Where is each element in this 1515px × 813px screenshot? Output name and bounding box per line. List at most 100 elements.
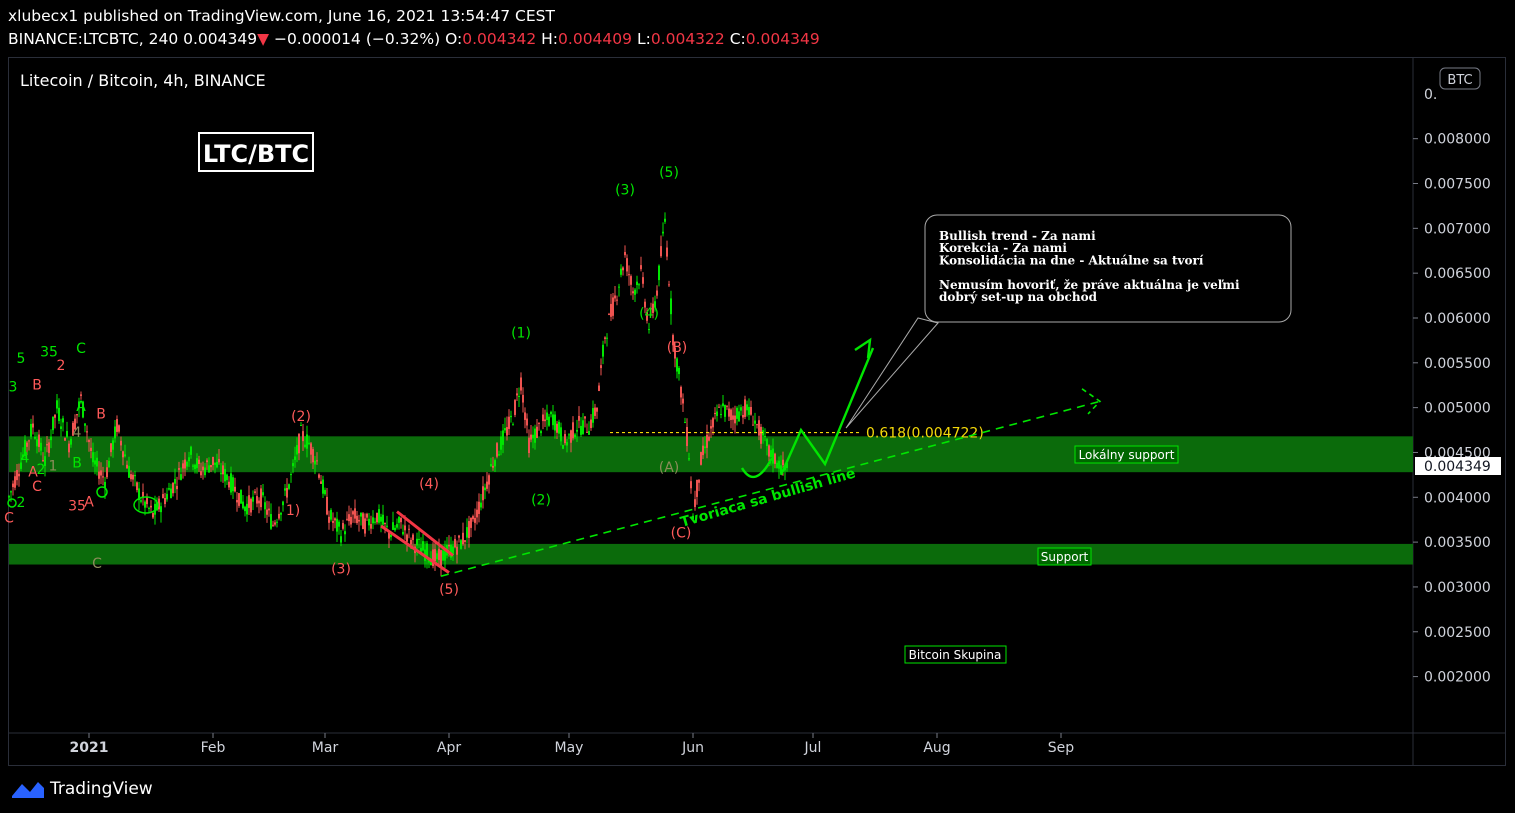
candle-body [490, 464, 492, 467]
candle-body [466, 527, 468, 538]
y-tick-label: 0.006500 [1424, 266, 1491, 282]
candle-body [738, 411, 740, 422]
symbol-info-row: BINANCE:LTCBTC, 240 0.004349▼ −0.000014 … [8, 30, 820, 48]
candle-body [372, 517, 374, 524]
candle-body [54, 414, 56, 418]
candle-body [362, 513, 364, 530]
zone-label-box [1037, 547, 1092, 566]
candle-body [342, 523, 344, 529]
candle-body [254, 491, 256, 493]
candle-body [160, 506, 162, 513]
wave-label: B [96, 406, 106, 422]
candle-body [540, 431, 542, 434]
wave-label: 35 [40, 345, 58, 361]
candle-body [260, 488, 262, 508]
candle-body [42, 460, 44, 462]
wave-label: 5 [17, 351, 26, 367]
candle-body [484, 487, 486, 491]
candle-body [154, 503, 156, 515]
candle-body [464, 540, 466, 542]
candle-body [150, 505, 152, 508]
candle-body [418, 538, 420, 540]
x-tick-label: Jul [804, 740, 822, 756]
candle-body [454, 538, 456, 548]
candle-body [208, 465, 210, 473]
candle-body [212, 456, 214, 465]
candle-body [596, 407, 598, 412]
candle-body [510, 415, 512, 418]
candle-body [76, 414, 78, 416]
wave-label: (A) [659, 460, 680, 476]
candle-body [752, 424, 754, 426]
candle-body [520, 377, 522, 391]
watermark-box [904, 645, 1007, 664]
candle-body [366, 513, 368, 518]
chart-title: Litecoin / Bitcoin, 4h, BINANCE [20, 71, 266, 90]
candle-body [528, 437, 530, 454]
candle-body [408, 528, 410, 530]
candle-body [72, 422, 74, 436]
candle-body [378, 509, 380, 523]
last-price-value: 0.004349 [1424, 459, 1491, 475]
candle-body [458, 535, 460, 538]
wave-label: C [32, 479, 42, 495]
watermark-label: Bitcoin Skupina [909, 648, 1002, 662]
candle-body [98, 471, 100, 479]
big-label: LTC/BTC [203, 140, 309, 168]
candle-body [532, 434, 534, 439]
candle-body [390, 534, 392, 538]
wave-label: 2 [17, 495, 26, 511]
candle-body [142, 491, 144, 498]
candle-body [774, 453, 776, 464]
x-tick-label: Feb [201, 740, 226, 756]
candle-body [348, 514, 350, 522]
candle-body [432, 549, 434, 566]
candle-body [338, 521, 340, 527]
candle-body [558, 421, 560, 434]
candle-body [526, 418, 528, 426]
candle-body [396, 524, 398, 528]
wave-label: 1) [286, 503, 300, 519]
candle-body [658, 265, 660, 281]
pivot-circle-icon [96, 486, 108, 498]
candle-body [284, 488, 286, 491]
candle-body [588, 431, 590, 435]
candle-body [336, 518, 338, 532]
candle-body [328, 516, 330, 523]
candle-body [772, 448, 774, 464]
candle-body [122, 451, 124, 458]
candle-body [554, 414, 556, 431]
candle-body [566, 442, 568, 446]
candle-body [188, 457, 190, 462]
open-value: 0.004342 [462, 30, 537, 48]
candle-body [286, 487, 288, 498]
chart-frame[interactable] [8, 57, 1506, 766]
candle-body [46, 444, 48, 446]
candle-body [44, 456, 46, 466]
candle-body [176, 485, 178, 490]
candle-body [360, 512, 362, 517]
candle-body [276, 521, 278, 523]
candle-body [138, 488, 140, 501]
candle-body [272, 524, 274, 526]
candle-body [492, 465, 494, 468]
candle-body [718, 406, 720, 408]
candle-body [352, 511, 354, 515]
candle-body [344, 531, 346, 535]
candle-body [308, 442, 310, 445]
candle-body [116, 419, 118, 432]
high-label: H: [541, 30, 559, 48]
candle-body [20, 462, 22, 469]
candle-body [370, 524, 372, 529]
candle-body [506, 427, 508, 436]
candle-body [158, 498, 160, 510]
candle-body [626, 258, 628, 272]
candle-body [14, 476, 16, 488]
candle-body [722, 403, 724, 406]
candle-body [746, 404, 748, 411]
candle-body [358, 519, 360, 522]
candle-body [580, 425, 582, 435]
candle-body [478, 501, 480, 514]
candle-body [62, 418, 64, 423]
